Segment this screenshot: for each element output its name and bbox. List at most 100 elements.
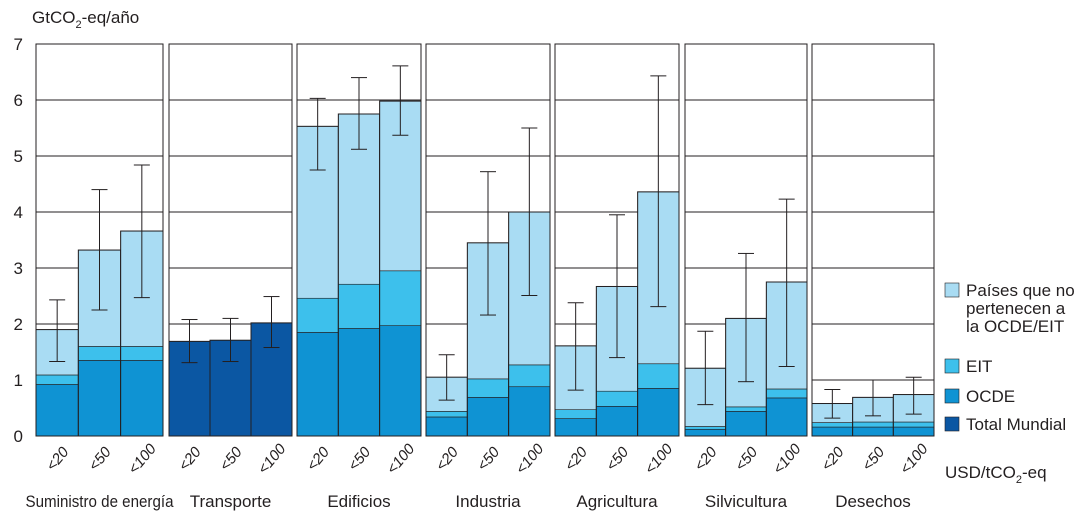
bar-segment-oecd	[637, 388, 680, 437]
error-bar	[567, 302, 584, 391]
bar-segment-eit	[684, 426, 726, 430]
error-bar	[650, 75, 667, 308]
sector-label: Silvicultura	[705, 492, 788, 511]
error-bar	[778, 198, 795, 368]
bar-segment-eit	[338, 283, 380, 329]
bar-segment-oecd	[78, 360, 121, 437]
bar-segment-oecd	[379, 325, 422, 437]
legend-item-eit: EIT	[944, 357, 992, 376]
bar-segment-eit	[725, 406, 767, 412]
price-tick-label: <100	[897, 440, 932, 477]
bar-segment-eit	[637, 363, 680, 389]
bar-segment-oecd	[35, 384, 79, 437]
error-bar	[438, 354, 455, 401]
price-tick-label: <50	[85, 443, 115, 474]
price-tick-label: <50	[474, 443, 504, 474]
bar-segment-eit	[296, 297, 339, 333]
price-tick-label: <20	[433, 443, 463, 474]
sector-label: Agricultura	[576, 492, 658, 511]
legend-swatch	[944, 358, 960, 374]
y-tick-label: 7	[14, 35, 23, 54]
bar-segment-eit	[596, 390, 638, 407]
price-tick-label: <100	[125, 440, 160, 477]
price-tick-label: <50	[859, 443, 889, 474]
price-tick-label: <50	[345, 443, 375, 474]
bar-segment-oecd	[811, 426, 853, 437]
legend-swatch	[944, 416, 960, 432]
bar-segment-eit	[508, 364, 551, 388]
sector-label: Industria	[455, 492, 521, 511]
bar-segment-oecd	[338, 328, 380, 437]
sector-label: Transporte	[190, 492, 272, 511]
sector-label: Edificios	[327, 492, 390, 511]
bar-segment-oecd	[596, 406, 638, 437]
price-tick-label: <100	[513, 440, 548, 477]
error-bar	[91, 189, 108, 311]
price-tick-label: <100	[384, 440, 419, 477]
y-tick-label: 0	[14, 427, 23, 446]
bar-segment-oecd	[467, 397, 509, 437]
error-bar	[609, 214, 625, 359]
price-tick-label: <20	[175, 443, 205, 474]
legend: Países que no pertenecen a la OCDE/EIT EIT O…	[944, 281, 1075, 434]
bar-segment-eit	[852, 421, 894, 428]
price-tick-label: <100	[255, 440, 290, 477]
price-tick-label: <50	[603, 443, 633, 474]
price-tick-label: <20	[818, 443, 848, 474]
bar-segment-oecd	[120, 360, 164, 437]
error-bar	[905, 376, 922, 415]
bar-segment-oecd	[893, 426, 935, 437]
y-tick-label: 5	[14, 147, 23, 166]
error-bar	[222, 317, 239, 363]
legend-label: OCDE	[966, 387, 1015, 406]
bar-segment-oecd	[508, 386, 551, 437]
price-tick-label: <100	[642, 440, 677, 477]
error-bar	[392, 65, 409, 136]
legend-label: Países que no pertenecen a la OCDE/EIT	[966, 281, 1075, 336]
error-bar	[738, 252, 754, 383]
error-bar	[865, 379, 881, 417]
y-tick-label: 6	[14, 91, 23, 110]
bar-segment-oecd	[684, 428, 726, 437]
error-bar	[181, 319, 198, 364]
sector-label: Suministro de energía	[26, 492, 174, 511]
bar-segment-oecd	[725, 411, 767, 437]
y-tick-label: 2	[14, 315, 23, 334]
bar-segment-eit	[893, 421, 935, 428]
y-tick-label: 3	[14, 259, 23, 278]
price-tick-label: <50	[732, 443, 762, 474]
bar-segment-eit	[78, 346, 121, 361]
error-bar	[824, 389, 841, 419]
price-tick-label: <20	[43, 443, 73, 474]
error-bar	[521, 127, 538, 296]
bar-segment-oecd	[425, 416, 468, 437]
error-bar	[49, 299, 66, 363]
legend-label: Total Mundial	[966, 415, 1066, 434]
y-axis-title: GtCO2-eq/año	[32, 8, 139, 31]
bar-segment-eit	[120, 346, 164, 361]
bar-segment-oecd	[296, 332, 339, 437]
price-tick-label: <50	[216, 443, 246, 474]
legend-swatch	[944, 282, 960, 298]
error-bar	[697, 330, 714, 406]
legend-item-world: Total Mundial	[944, 415, 1066, 434]
bar-segment-eit	[379, 270, 422, 326]
bar-segment-eit	[467, 378, 509, 398]
bar-segment-eit	[766, 388, 808, 399]
error-bar	[133, 164, 150, 299]
legend-swatch	[944, 388, 960, 404]
error-bar	[351, 77, 367, 150]
y-tick-label: 4	[14, 203, 23, 222]
bar-segment-eit	[554, 409, 597, 419]
sector-label: Desechos	[835, 492, 911, 511]
x-axis-unit: USD/tCO2-eq	[945, 463, 1047, 486]
legend-label: EIT	[966, 357, 992, 376]
error-bar	[309, 97, 326, 171]
y-tick-label: 1	[14, 371, 23, 390]
bar-segment-eit	[811, 422, 853, 428]
bar-segment-eit	[425, 411, 468, 418]
legend-item-oecd: OCDE	[944, 387, 1015, 406]
error-bar	[263, 296, 280, 349]
price-tick-label: <100	[770, 440, 805, 477]
